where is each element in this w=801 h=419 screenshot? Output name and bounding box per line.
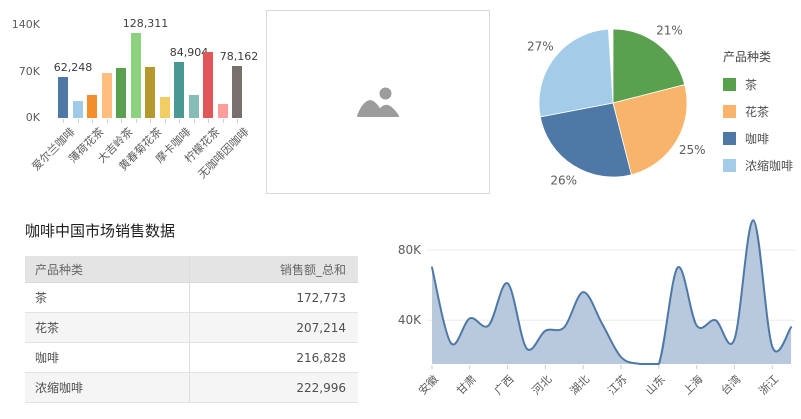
table-cell-value: 216,828: [296, 350, 346, 365]
axis-tick: [208, 119, 209, 123]
area-x-label: 湖北: [567, 373, 592, 398]
axis-tick: [63, 119, 64, 123]
legend-item-label: 咖啡: [745, 131, 770, 146]
axis-tick: [106, 119, 108, 123]
axis-tick: [222, 119, 224, 123]
pie-chart: 21% 25% 26% 27%: [527, 23, 706, 188]
pie-slice-咖啡[interactable]: [539, 102, 632, 178]
legend-item-label: 花茶: [745, 104, 770, 119]
table-header-cell[interactable]: 销售额_总和: [279, 262, 346, 277]
area-chart: 40K 80K 安徽 甘肃 广西 河北 湖北 江苏 山东 上海 台湾 浙江: [398, 219, 795, 398]
table-title: 咖啡中国市场销售数据: [25, 222, 176, 240]
bar-item-11[interactable]: [217, 104, 228, 118]
table-header-cell[interactable]: 产品种类: [25, 256, 190, 282]
legend-item-浓缩咖啡[interactable]: 浓缩咖啡: [723, 159, 793, 172]
table-row[interactable]: 浓缩咖啡 222,996: [25, 373, 358, 403]
bar-item-7[interactable]: [159, 96, 170, 118]
y-axis-label: 0K: [25, 111, 40, 124]
legend-swatch: [723, 132, 736, 145]
axis-tick: [179, 119, 180, 123]
bar-value-label: 62,248: [53, 60, 93, 74]
bar-柠檬花茶[interactable]: [203, 51, 213, 118]
table-row[interactable]: 咖啡 216,828: [25, 343, 358, 373]
sales-table: 产品种类 销售额_总和茶 172,773 花茶 207,214 咖啡 216,828 浓缩咖啡…: [25, 256, 358, 403]
legend-swatch: [723, 105, 736, 118]
bar-大吉岭茶[interactable]: [116, 68, 126, 118]
pie-slice-茶[interactable]: [612, 28, 686, 104]
pie-percent-label: 27%: [527, 40, 554, 54]
axis-tick: [150, 119, 151, 123]
bar-薄荷花茶[interactable]: [87, 94, 97, 118]
axis-tick: [92, 119, 93, 123]
legend: 产品种类 茶花茶咖啡浓缩咖啡: [723, 48, 793, 186]
bar-爱尔兰咖啡[interactable]: [58, 76, 68, 118]
table-cell-value: 222,996: [296, 380, 346, 395]
area-y-label: 80K: [398, 243, 422, 257]
legend-swatch: [723, 78, 736, 91]
area-x-label: 江苏: [605, 373, 630, 398]
legend-item-label: 茶: [745, 77, 758, 92]
table-cell-category: 花茶: [25, 313, 190, 342]
axis-tick: [237, 119, 238, 123]
bar-无咖啡因咖啡[interactable]: [232, 66, 242, 118]
legend-item-咖啡[interactable]: 咖啡: [723, 132, 793, 145]
bar-value-label: 128,311: [122, 16, 169, 30]
area-x-label: 浙江: [756, 373, 781, 398]
bar-chart: 0K 70K 140K 爱尔兰咖啡 62,248 薄荷花茶 大吉岭茶 128,311 黄春菊花茶…: [0, 0, 260, 210]
y-axis-label: 70K: [18, 64, 40, 78]
bar-摩卡咖啡[interactable]: [174, 61, 184, 118]
bar-item-9[interactable]: [188, 94, 199, 118]
table-cell-category: 浓缩咖啡: [25, 373, 190, 402]
bar-axis-label: 爱尔兰咖啡: [29, 125, 78, 174]
table-cell-category: 咖啡: [25, 343, 190, 372]
axis-tick: [135, 119, 137, 123]
area-x-label: 台湾: [718, 372, 743, 397]
pie-percent-label: 25%: [679, 143, 706, 157]
area-x-label: 河北: [530, 373, 555, 398]
bar-value-label: 84,904: [169, 45, 209, 59]
legend-item-花茶[interactable]: 花茶: [723, 105, 793, 118]
area-x-label: 安徽: [415, 372, 440, 397]
bar-value-label: 78,162: [219, 50, 259, 64]
area-x-label: 广西: [492, 373, 517, 398]
bar-item-1[interactable]: [72, 101, 83, 118]
table-cell-value: 207,214: [296, 320, 346, 335]
area-y-label: 40K: [398, 313, 422, 327]
pie-percent-label: 21%: [656, 23, 683, 37]
area-x-label: 甘肃: [454, 373, 479, 398]
axis-tick: [164, 119, 166, 123]
bar-黄春菊花茶[interactable]: [145, 66, 155, 118]
area-x-label: 山东: [643, 373, 668, 398]
pie-slice-花茶[interactable]: [612, 84, 688, 176]
pie-slice-浓缩咖啡[interactable]: [538, 28, 614, 118]
table-row[interactable]: 茶 172,773: [25, 283, 358, 313]
bar-item-3[interactable]: [101, 72, 112, 118]
bar-item-5[interactable]: [130, 32, 141, 118]
table-cell-category: 茶: [25, 283, 190, 312]
image-icon: [357, 87, 399, 117]
axis-tick: [77, 119, 79, 123]
legend-item-茶[interactable]: 茶: [723, 78, 793, 91]
table-row[interactable]: 花茶 207,214: [25, 313, 358, 343]
table-cell-value: 172,773: [296, 290, 346, 305]
legend-title: 产品种类: [723, 50, 772, 64]
table-header-row: 产品种类 销售额_总和: [25, 256, 358, 283]
axis-tick: [121, 119, 122, 123]
table-section: 咖啡中国市场销售数据 产品种类 销售额_总和茶 172,773 花茶 207,214 咖啡…: [25, 220, 358, 403]
legend-swatch: [723, 159, 736, 172]
area-line: [431, 219, 793, 366]
pie-percent-label: 26%: [550, 174, 577, 188]
legend-item-label: 浓缩咖啡: [745, 158, 794, 173]
image-placeholder: [266, 10, 490, 194]
legend-items: 茶花茶 咖啡 浓缩咖啡: [723, 78, 793, 172]
axis-tick: [193, 119, 195, 123]
area-x-label: 上海: [680, 372, 705, 397]
y-axis-label: 140K: [11, 18, 40, 31]
